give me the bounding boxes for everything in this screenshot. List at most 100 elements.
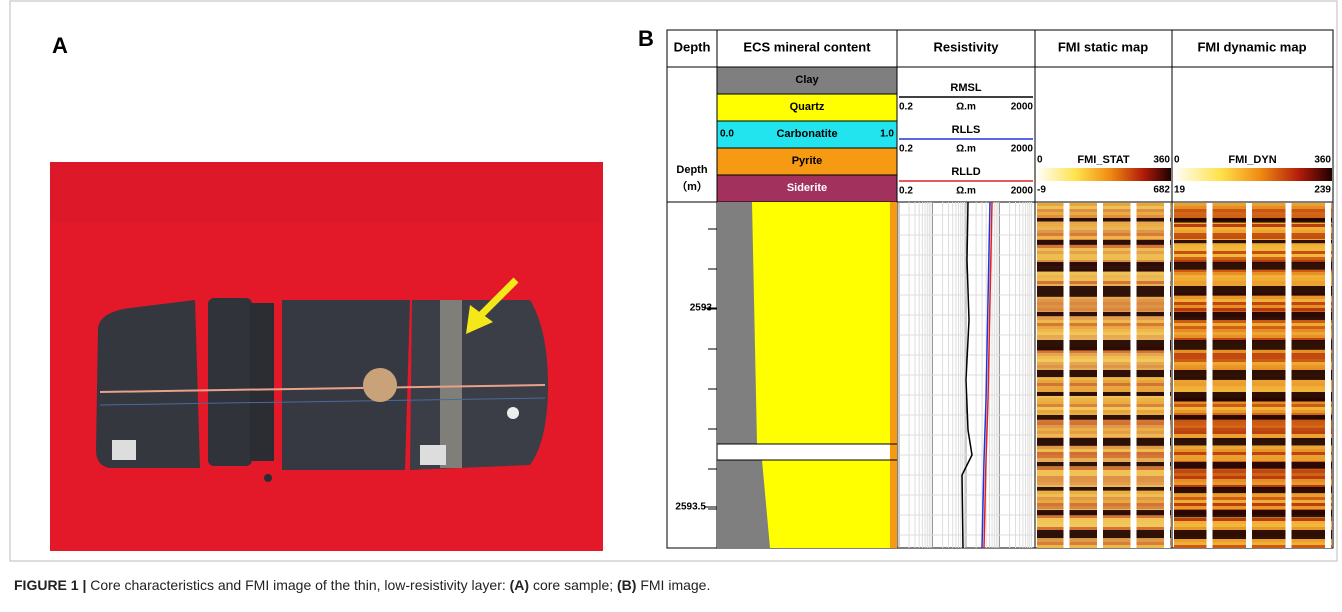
fmi-texture: [1037, 329, 1171, 332]
fmi-band: [1174, 487, 1332, 493]
fmi-band: [1037, 240, 1171, 245]
scale-min: 0.2: [899, 102, 913, 113]
curve-name: RLLS: [952, 124, 981, 136]
fmi-texture: [1037, 233, 1171, 236]
range-max: 682: [1153, 185, 1170, 196]
fmi-texture: [1174, 470, 1332, 473]
depth-tick-label: 2593: [690, 303, 713, 314]
fmi-texture: [1174, 383, 1332, 386]
fmi-texture: [1037, 497, 1171, 500]
fmi-texture: [1174, 410, 1332, 413]
fmi-texture: [1174, 365, 1332, 368]
legend-label: Pyrite: [792, 155, 823, 167]
fmi-images: [1037, 203, 1332, 548]
core-photo: [50, 162, 603, 551]
fmi-texture: [1037, 209, 1171, 212]
fmi-texture: [1174, 545, 1332, 548]
fmi-texture: [1037, 524, 1171, 527]
fmi-texture: [1174, 248, 1332, 251]
fmi-band: [1174, 286, 1332, 295]
fmi-band: [1174, 392, 1332, 402]
fmi-texture: [1174, 356, 1332, 359]
fmi-texture: [1174, 209, 1332, 212]
caption-text: core sample;: [533, 577, 613, 593]
caption-label: (B): [617, 577, 636, 593]
fmi-texture: [1037, 332, 1171, 335]
fmi-texture: [1037, 281, 1171, 284]
fmi-band: [1037, 392, 1171, 396]
scale-unit: Ω.m: [956, 144, 976, 155]
fmi-texture: [1174, 404, 1332, 407]
scale-min: 0.2: [899, 186, 913, 197]
fmi-texture: [1037, 404, 1171, 407]
fmi-texture: [1174, 215, 1332, 218]
fmi-texture: [1174, 359, 1332, 362]
fmi-texture: [1037, 353, 1171, 356]
scale-unit: Ω.m: [956, 186, 976, 197]
fmi-texture: [1174, 353, 1332, 356]
fmi-texture: [1174, 527, 1332, 530]
fmi-gap: [1097, 203, 1103, 548]
fmi-texture: [1174, 305, 1332, 308]
fmi-texture: [1037, 479, 1171, 482]
fmi-texture: [1174, 389, 1332, 392]
fmi-texture: [1174, 455, 1332, 458]
legend-label: Siderite: [787, 182, 827, 194]
fmi-band: [1174, 340, 1332, 350]
fmi-texture: [1037, 449, 1171, 452]
fmi-texture: [1037, 305, 1171, 308]
fmi-texture: [1174, 503, 1332, 506]
fmi-texture: [1174, 506, 1332, 509]
fmi-texture: [1037, 317, 1171, 320]
fmi-texture: [1037, 500, 1171, 503]
fmi-texture: [1174, 320, 1332, 323]
scale-min: 0.0: [720, 129, 734, 140]
fmi-texture: [1174, 518, 1332, 521]
fmi-texture: [1174, 380, 1332, 383]
fmi-texture: [1174, 329, 1332, 332]
fmi-texture: [1174, 272, 1332, 275]
fmi-texture: [1174, 494, 1332, 497]
fmi-texture: [1037, 521, 1171, 524]
fmi-texture: [1174, 350, 1332, 353]
fmi-texture: [1174, 452, 1332, 455]
fmi-band: [1174, 240, 1332, 243]
fmi-texture: [1037, 356, 1171, 359]
column-header: ECS mineral content: [743, 39, 871, 54]
fmi-texture: [1037, 473, 1171, 476]
fmi-texture: [1174, 299, 1332, 302]
fmi-texture: [1037, 251, 1171, 254]
fmi-band: [1037, 530, 1171, 538]
fmi-texture: [1174, 254, 1332, 257]
fmi-gap: [1131, 203, 1137, 548]
fmi-texture: [1037, 425, 1171, 428]
fmi-band: [1174, 415, 1332, 420]
fmi-texture: [1174, 224, 1332, 227]
fmi-name: FMI_STAT: [1077, 154, 1129, 166]
fmi-texture: [1037, 350, 1171, 353]
fmi-band: [1174, 510, 1332, 517]
fmi-texture: [1037, 212, 1171, 215]
fmi-texture: [1037, 476, 1171, 479]
fmi-texture: [1037, 308, 1171, 311]
fmi-band: [1037, 510, 1171, 515]
fmi-texture: [1174, 206, 1332, 209]
fmi-texture: [1037, 398, 1171, 401]
fmi-band: [1037, 262, 1171, 271]
caption-text: Core characteristics and FMI image of th…: [90, 577, 505, 593]
fmi-texture: [1037, 236, 1171, 239]
fmi-texture: [1037, 434, 1171, 437]
caption-figure: FIGURE 1 |: [14, 577, 86, 593]
scale-max: 360: [1314, 155, 1331, 166]
figure: A B Depth ECS mineral content Resistivit…: [0, 0, 1342, 612]
scale-min: 0.2: [899, 144, 913, 155]
fmi-band: [1174, 462, 1332, 469]
fmi-texture: [1037, 245, 1171, 248]
page: A B Depth ECS mineral content Resistivit…: [0, 0, 1342, 612]
fmi-texture: [1037, 248, 1171, 251]
fmi-band: [1037, 370, 1171, 377]
fmi-texture: [1037, 215, 1171, 218]
fmi-texture: [1174, 251, 1332, 254]
legend-label: Quartz: [790, 101, 825, 113]
fmi-texture: [1037, 431, 1171, 434]
